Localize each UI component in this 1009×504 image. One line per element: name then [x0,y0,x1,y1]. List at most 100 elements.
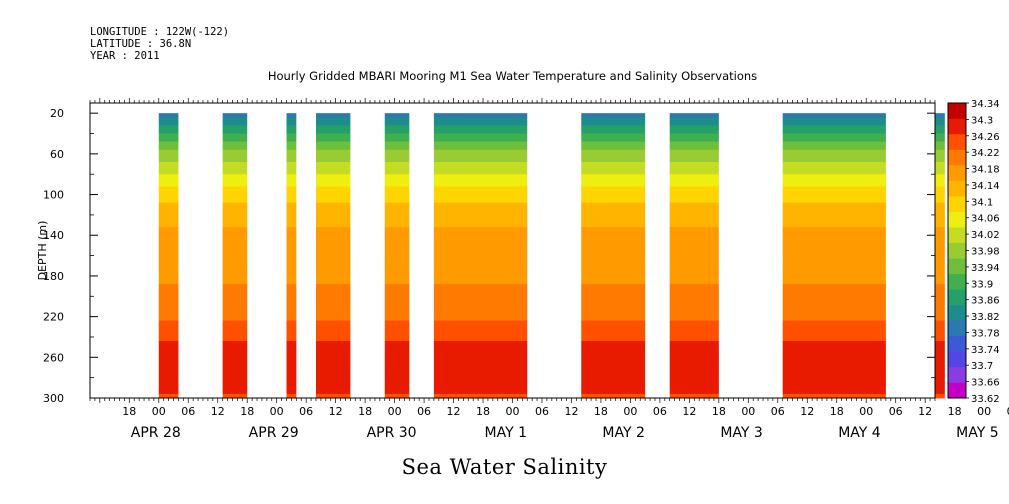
x-tick-label: 06 [535,405,549,418]
salinity-cell [384,121,410,126]
salinity-cell [669,129,719,135]
salinity-cell [384,336,410,342]
salinity-cell [384,284,410,289]
latitude-label: LATITUDE : 36.8N [90,38,192,50]
colorbar-band [948,366,966,383]
salinity-cell [158,341,179,346]
x-tick-label: 12 [211,405,225,418]
salinity-cell [935,284,945,289]
salinity-cell [782,271,886,277]
salinity-cell [384,113,410,118]
salinity-cell [384,373,410,379]
salinity-cell [286,174,297,179]
salinity-cell [433,296,528,301]
salinity-cell [669,149,719,155]
salinity-cell [581,190,646,196]
salinity-cell [581,157,646,163]
salinity-cell [286,316,297,322]
salinity-cell [433,316,528,322]
salinity-cell [384,178,410,183]
salinity-cell [669,153,719,159]
salinity-cell [384,280,410,285]
salinity-cell [222,349,248,354]
x-tick-label: 00 [152,405,166,418]
salinity-cell [158,349,179,354]
salinity-cell [782,292,886,297]
salinity-cell [669,223,719,228]
salinity-cell [315,320,351,326]
salinity-cell [782,239,886,244]
salinity-cell [433,117,528,122]
salinity-cell [669,300,719,305]
salinity-cell [286,170,297,175]
salinity-cell [158,113,179,118]
salinity-cell [433,255,528,261]
x-tick-label: 06 [1007,405,1009,418]
colorbar-label: 34.26 [971,132,1000,143]
salinity-cell [581,174,646,179]
salinity-cell [433,137,528,143]
salinity-cell [669,377,719,383]
data-segment [581,113,646,399]
salinity-cell [286,300,297,305]
data-segment [384,113,410,399]
salinity-cell [158,125,179,130]
salinity-cell [935,206,945,212]
salinity-cell [286,198,297,204]
salinity-cell [935,312,945,318]
salinity-cell [433,312,528,318]
salinity-cell [222,320,248,326]
x-date-label: MAY 1 [485,425,527,441]
salinity-cell [433,328,528,334]
salinity-cell [935,377,945,383]
salinity-cell [158,227,179,232]
salinity-cell [315,349,351,354]
salinity-cell [669,170,719,175]
salinity-cell [669,361,719,366]
salinity-cell [286,243,297,248]
salinity-cell [315,243,351,248]
salinity-cell [669,243,719,248]
x-tick-label: 00 [859,405,873,418]
data-segment [158,113,179,399]
salinity-cell [222,357,248,362]
salinity-cell [581,214,646,220]
salinity-cell [222,381,248,387]
salinity-cell [158,280,179,285]
salinity-cell [315,113,351,118]
salinity-cell [158,198,179,204]
salinity-cell [669,328,719,334]
salinity-cell [384,133,410,139]
salinity-cell [158,292,179,297]
colorbar-band [948,351,966,368]
salinity-cell [669,267,719,273]
salinity-cell [782,304,886,309]
salinity-cell [384,332,410,338]
salinity-cell [669,214,719,220]
salinity-cell [384,231,410,236]
salinity-cell [222,304,248,309]
salinity-cell [315,141,351,147]
salinity-cell [935,280,945,285]
salinity-cell [158,223,179,228]
salinity-cell [384,263,410,269]
salinity-cell [158,284,179,289]
salinity-cell [581,133,646,139]
salinity-cell [286,210,297,216]
data-segment [669,113,719,399]
salinity-cell [384,345,410,350]
salinity-cell [315,296,351,301]
salinity-cell [222,247,248,253]
salinity-cell [315,206,351,212]
salinity-cell [315,194,351,200]
salinity-cell [669,239,719,244]
colorbar-band [948,180,966,197]
salinity-cell [158,357,179,362]
salinity-cell [315,304,351,309]
x-date-label: MAY 5 [956,425,998,441]
colorbar-label: 34.1 [971,197,993,208]
salinity-cell [581,235,646,240]
salinity-cell [158,267,179,273]
salinity-cell [384,214,410,220]
salinity-cell [286,113,297,118]
